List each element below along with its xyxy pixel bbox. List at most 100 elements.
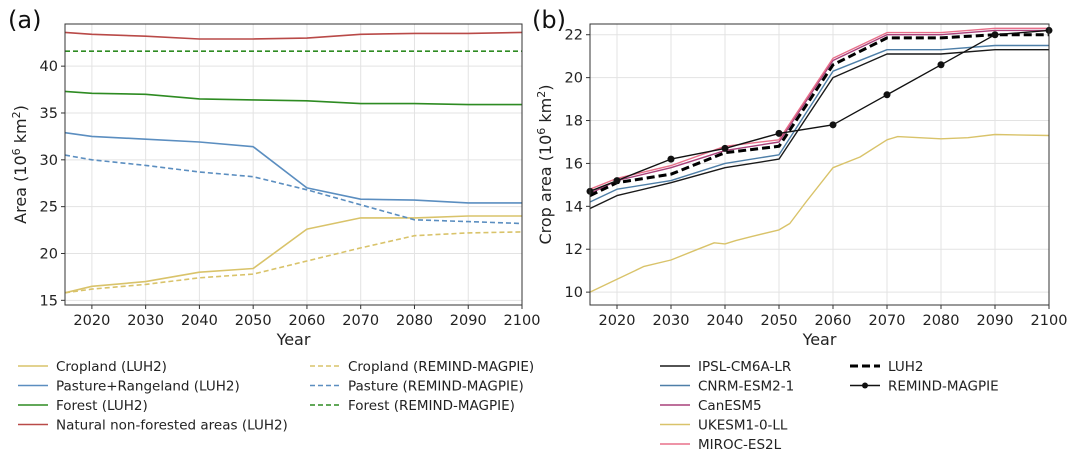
x-axis-label: Year <box>276 330 311 349</box>
y-axis-label-exponent: 2 <box>10 111 23 118</box>
y-tick-label: 40 <box>40 59 58 75</box>
plot-frame <box>589 23 1050 306</box>
legend-item: UKESM1-0-LL <box>660 418 788 434</box>
legend-item: Cropland (LUH2) <box>18 359 167 375</box>
x-tick-label: 2030 <box>127 313 164 329</box>
series-line <box>64 90 522 106</box>
legend-item: MIROC-ES2L <box>660 437 782 453</box>
y-axis-label-part: Crop area (10 <box>536 135 555 245</box>
legend-marker <box>862 382 868 389</box>
legend-label: LUH2 <box>888 359 923 375</box>
y-tick-label: 16 <box>565 156 583 172</box>
legend-label: IPSL-CM6A-LR <box>698 359 791 375</box>
x-tick-label: 2020 <box>73 313 110 329</box>
y-axis-label-part: km <box>536 98 555 128</box>
legend-label: Pasture (REMIND-MAGPIE) <box>348 379 524 395</box>
x-tick-label: 2070 <box>869 313 906 329</box>
y-tick-label: 20 <box>40 246 58 262</box>
data-point <box>937 61 945 69</box>
x-tick-label: 2070 <box>342 313 379 329</box>
legend-item: Pasture (REMIND-MAGPIE) <box>310 379 524 395</box>
x-tick-label: 2100 <box>504 313 541 329</box>
legend-item: LUH2 <box>850 359 923 375</box>
data-point <box>721 144 729 152</box>
legend-label: Cropland (REMIND-MAGPIE) <box>348 359 534 375</box>
legend-label: REMIND-MAGPIE <box>888 379 999 395</box>
y-tick-label: 18 <box>565 114 583 130</box>
x-tick-label: 2030 <box>653 313 690 329</box>
plot-frame <box>64 23 523 306</box>
x-tick-label: 2040 <box>707 313 744 329</box>
data-point <box>829 121 837 129</box>
legend-item: Forest (LUH2) <box>18 398 148 414</box>
legend-label: Pasture+Rangeland (LUH2) <box>56 379 240 395</box>
data-point <box>991 31 999 39</box>
panel-b: (b) 2020 2030 2040 2050 2060 2070 2080 2090 2100 1… <box>532 6 1067 453</box>
y-axis-label: Area (106 km2) <box>10 105 30 224</box>
y-tick-label: 22 <box>565 28 583 44</box>
legend-item: CNRM-ESM2-1 <box>660 379 794 395</box>
y-axis-label-part: km <box>11 118 30 148</box>
series-line <box>589 44 1049 203</box>
y-axis-label-part: Area (10 <box>11 155 30 224</box>
series-line <box>589 29 1050 192</box>
legend: IPSL-CM6A-LR CNRM-ESM2-1 CanESM5 UKESM1-0-L… <box>660 359 999 453</box>
x-tick-label: 2050 <box>761 313 798 329</box>
series-line <box>589 133 1050 293</box>
series-line <box>589 49 1049 210</box>
series-line <box>589 33 1049 197</box>
data-point <box>667 155 675 163</box>
y-tick-label: 14 <box>565 199 583 215</box>
panel-label: (b) <box>532 6 566 34</box>
x-tick-label: 2090 <box>450 313 487 329</box>
y-tick-label: 12 <box>565 242 583 258</box>
panel-a: (a)2020 2030 2040 2050 2060 2070 2080 2090 21001… <box>8 6 540 434</box>
y-tick-label: 25 <box>40 200 58 216</box>
legend-item: REMIND-MAGPIE <box>850 379 999 395</box>
legend-item: CanESM5 <box>660 398 762 414</box>
y-axis-label-part: ) <box>536 85 555 91</box>
y-axis-label: Crop area (106 km2) <box>535 85 555 245</box>
y-axis-label-part: ) <box>11 105 30 111</box>
y-tick-label: 20 <box>565 71 583 87</box>
y-tick-label: 35 <box>40 106 58 122</box>
y-tick-label: 30 <box>40 153 58 169</box>
legend-item: Cropland (REMIND-MAGPIE) <box>310 359 534 375</box>
legend-item: Pasture+Rangeland (LUH2) <box>18 379 240 395</box>
y-axis-label-exponent: 6 <box>535 128 548 135</box>
legend-item: Forest (REMIND-MAGPIE) <box>310 398 515 414</box>
x-axis-label: Year <box>802 330 837 349</box>
x-tick-label: 2050 <box>235 313 272 329</box>
x-tick-label: 2040 <box>181 313 218 329</box>
legend-label: CNRM-ESM2-1 <box>698 379 794 395</box>
series-line <box>64 31 523 40</box>
legend: Cropland (LUH2) Pasture+Rangeland (LUH2) F… <box>18 359 534 434</box>
x-tick-label: 2060 <box>288 313 325 329</box>
series-line <box>589 27 1049 190</box>
x-tick-label: 2100 <box>1031 313 1068 329</box>
series-line <box>64 154 523 225</box>
data-point <box>883 91 891 99</box>
legend-label: Cropland (LUH2) <box>56 359 167 375</box>
x-tick-label: 2080 <box>396 313 433 329</box>
series-line <box>589 29 1049 195</box>
legend-item: Natural non-forested areas (LUH2) <box>18 418 288 434</box>
x-tick-label: 2090 <box>977 313 1014 329</box>
x-tick-label: 2080 <box>923 313 960 329</box>
y-axis-label-exponent: 2 <box>535 91 548 98</box>
panel-label: (a) <box>8 6 41 34</box>
x-tick-label: 2060 <box>815 313 852 329</box>
legend-label: CanESM5 <box>698 398 762 414</box>
y-tick-label: 15 <box>40 293 58 309</box>
legend-label: Forest (LUH2) <box>56 398 148 414</box>
data-point <box>775 129 783 137</box>
series-line <box>64 215 522 294</box>
legend-label: Forest (REMIND-MAGPIE) <box>348 398 515 414</box>
series-line <box>64 231 523 294</box>
legend-item: IPSL-CM6A-LR <box>660 359 791 375</box>
y-axis-label-exponent: 6 <box>10 148 23 155</box>
legend-label: Natural non-forested areas (LUH2) <box>56 418 288 434</box>
x-tick-label: 2020 <box>599 313 636 329</box>
data-point <box>613 177 621 185</box>
